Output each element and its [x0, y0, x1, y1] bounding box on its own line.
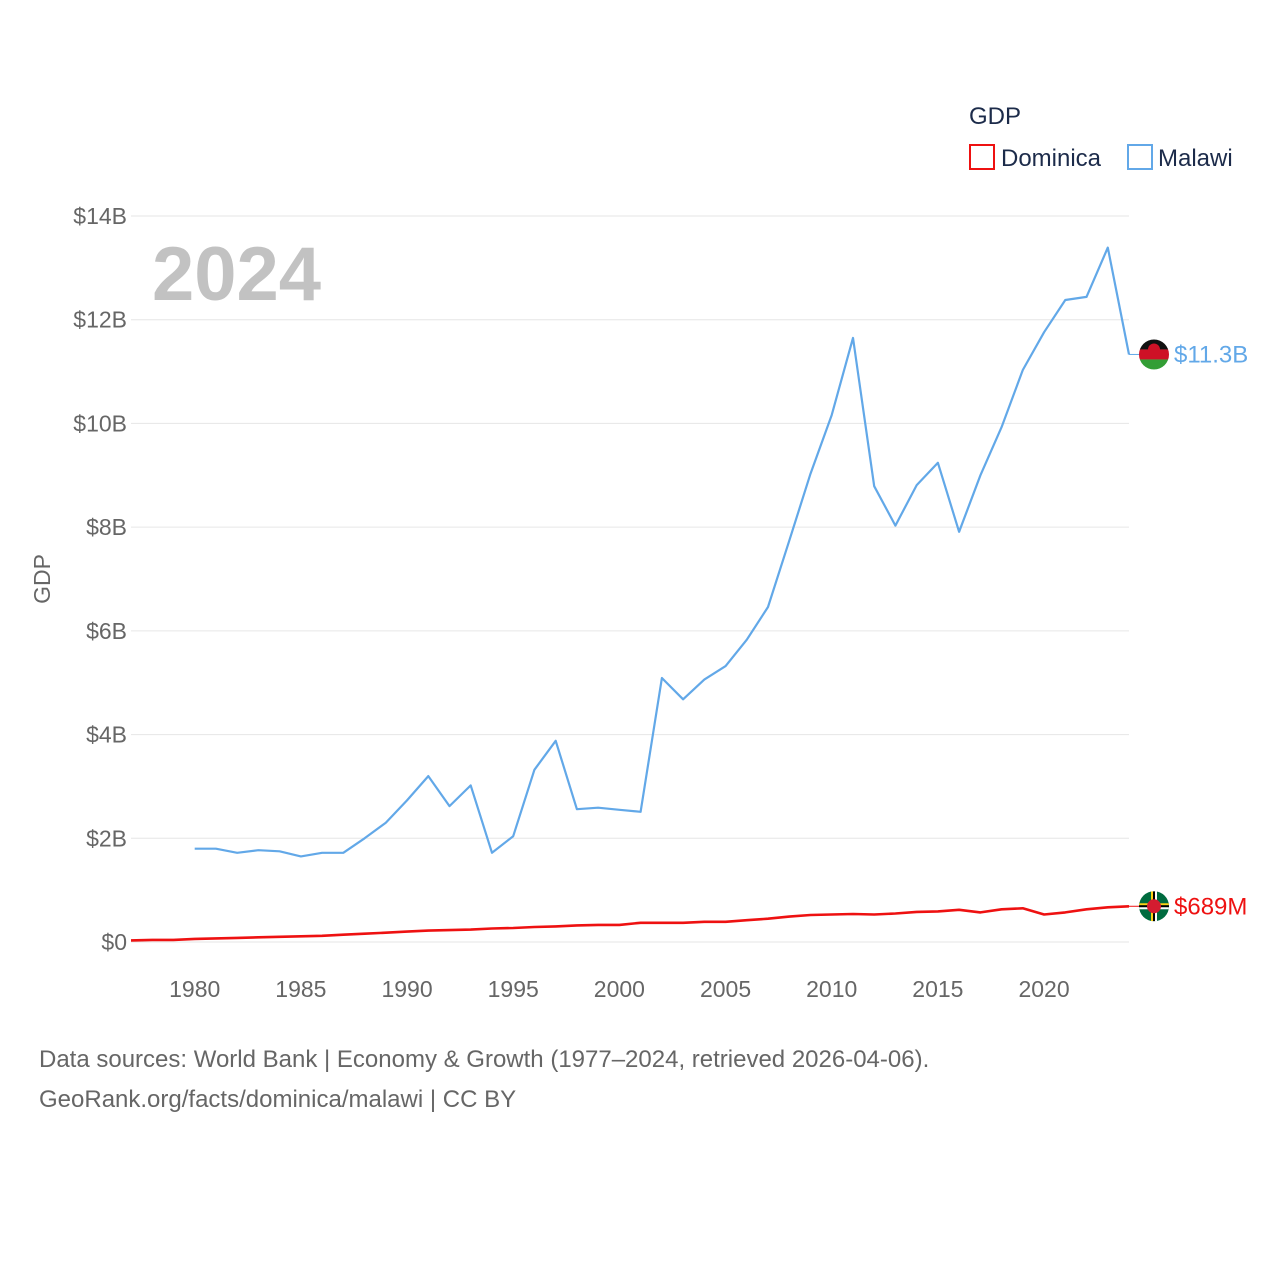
footer-link[interactable]: GeoRank.org/facts/dominica/malawi | CC B… [39, 1086, 517, 1113]
legend-title: GDP [969, 103, 1021, 130]
end-value-label-dominica: $689M [1174, 893, 1247, 920]
y-tick-label: $2B [86, 825, 127, 851]
flag-malawi-icon [1139, 339, 1169, 370]
series-endpoints: $689M $11.3B [1129, 339, 1248, 922]
series-line-malawi[interactable] [194, 246, 1131, 858]
footer-source: Data sources: World Bank | Economy & Gro… [39, 1046, 930, 1073]
y-axis-ticks: $0 $2B $4B $6B $8B $10B $12B $14B [73, 203, 127, 955]
flag-dominica-icon [1139, 891, 1169, 922]
y-axis-title: GDP [29, 554, 55, 604]
y-tick-label: $10B [73, 410, 127, 436]
legend-swatch-dominica[interactable] [969, 144, 995, 170]
x-tick-label: 2015 [912, 976, 963, 1002]
legend-swatch-malawi[interactable] [1127, 144, 1153, 170]
x-axis-ticks: 1980 1985 1990 1995 2000 2005 2010 2015 2020 [169, 976, 1070, 1002]
y-tick-label: $4B [86, 722, 127, 748]
x-tick-label: 2000 [594, 976, 645, 1002]
y-tick-label: $8B [86, 514, 127, 540]
legend-label-dominica[interactable]: Dominica [1001, 145, 1102, 172]
y-tick-label: $6B [86, 618, 127, 644]
series-line-dominica[interactable] [130, 905, 1130, 942]
x-tick-label: 1985 [275, 976, 326, 1002]
series-lines [130, 246, 1131, 942]
x-tick-label: 1995 [488, 976, 539, 1002]
gridlines [131, 215, 1129, 943]
end-value-label-malawi: $11.3B [1174, 341, 1248, 368]
x-tick-label: 1980 [169, 976, 220, 1002]
x-tick-label: 1990 [381, 976, 432, 1002]
legend: GDP Dominica Malawi [969, 103, 1233, 172]
legend-label-malawi[interactable]: Malawi [1158, 145, 1233, 172]
x-tick-label: 2020 [1018, 976, 1069, 1002]
year-label: 2024 [152, 232, 321, 317]
x-tick-label: 2005 [700, 976, 751, 1002]
footer: Data sources: World Bank | Economy & Gro… [39, 1040, 1239, 1120]
x-tick-label: 2010 [806, 976, 857, 1002]
y-tick-label: $14B [73, 203, 127, 229]
y-tick-label: $0 [101, 929, 127, 955]
y-tick-label: $12B [73, 307, 127, 333]
